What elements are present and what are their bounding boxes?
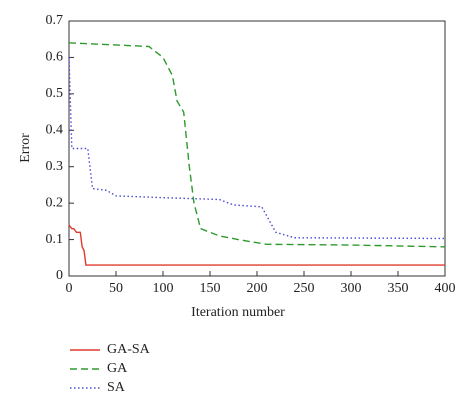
x-tick-label: 0 bbox=[66, 281, 73, 296]
x-axis-label: Iteration number bbox=[191, 305, 285, 320]
legend-label: SA bbox=[107, 380, 126, 395]
y-tick-label: 0.3 bbox=[46, 159, 64, 174]
legend-label: GA bbox=[107, 361, 128, 376]
line-series bbox=[68, 57, 446, 240]
y-tick-label: 0.5 bbox=[46, 86, 64, 101]
y-tick-label: 0.7 bbox=[46, 13, 64, 28]
plot-frame bbox=[68, 20, 446, 277]
x-tick-label: 400 bbox=[435, 281, 456, 296]
x-tick-label: 200 bbox=[247, 281, 268, 296]
y-tick-label: 0.1 bbox=[46, 232, 64, 247]
x-tick-label: 150 bbox=[200, 281, 221, 296]
x-tick-label: 350 bbox=[388, 281, 409, 296]
line-series bbox=[68, 42, 446, 248]
line-series bbox=[68, 224, 445, 266]
legend-label: GA-SA bbox=[107, 342, 151, 357]
x-tick-label: 50 bbox=[109, 281, 123, 296]
y-tick-label: 0 bbox=[56, 268, 63, 283]
y-tick-label: 0.6 bbox=[46, 50, 64, 65]
x-tick-label: 250 bbox=[294, 281, 315, 296]
y-tick-label: 0.4 bbox=[46, 123, 64, 138]
y-tick-label: 0.2 bbox=[46, 195, 64, 210]
x-tick-label: 100 bbox=[153, 281, 174, 296]
y-axis-label: Error bbox=[18, 133, 33, 163]
x-tick-label: 300 bbox=[341, 281, 362, 296]
